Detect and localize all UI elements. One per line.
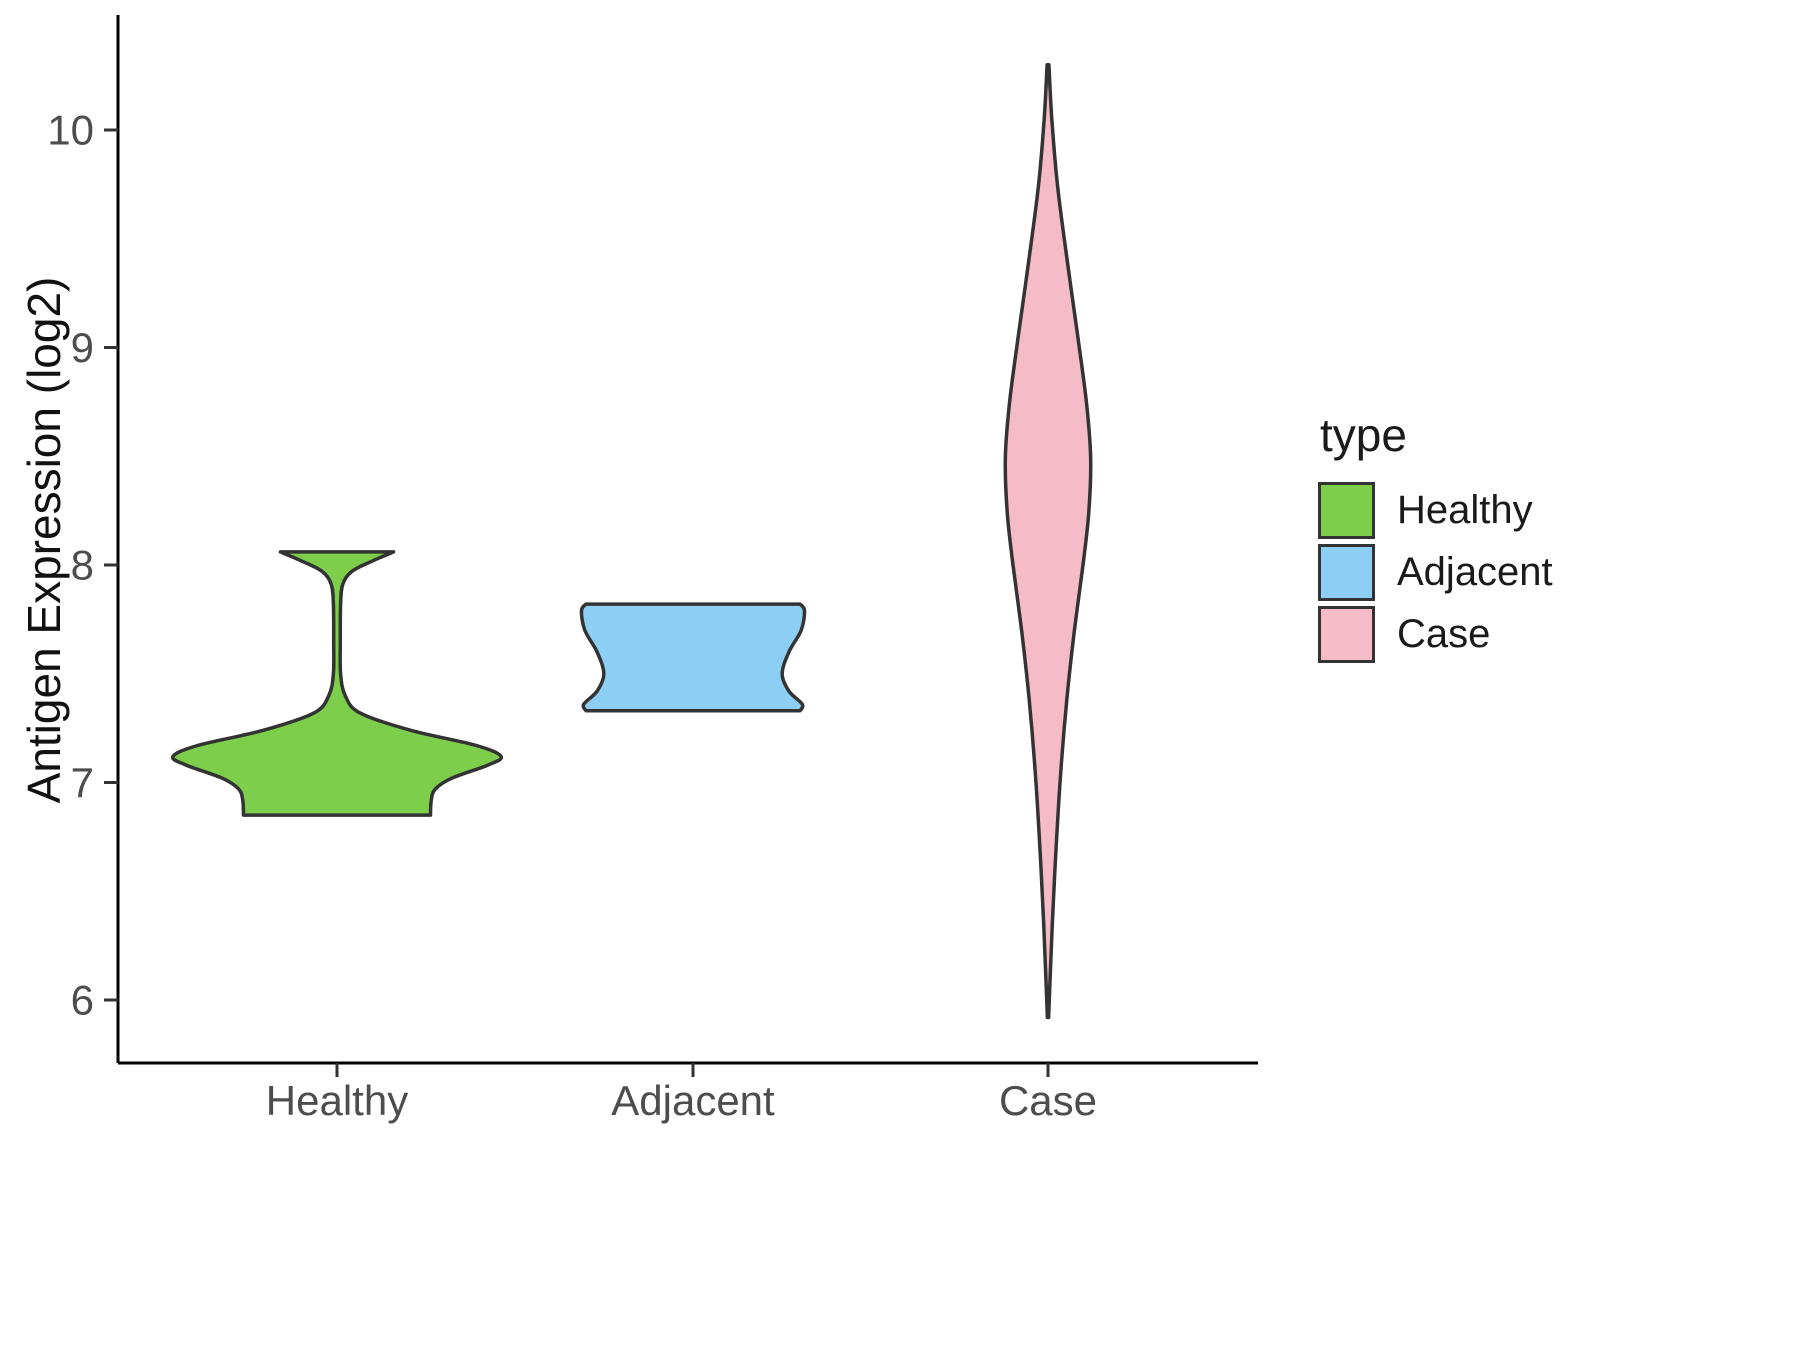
violin-healthy — [170, 550, 504, 817]
legend-label-adjacent: Adjacent — [1397, 550, 1553, 594]
y-tick-label: 8 — [71, 542, 94, 589]
x-tick-label-case: Case — [999, 1077, 1097, 1124]
y-tick-label: 7 — [71, 759, 94, 806]
y-tick-label: 6 — [71, 977, 94, 1024]
violin-case — [1003, 62, 1093, 1020]
legend-swatch-adjacent — [1318, 544, 1375, 601]
legend-entry-adjacent: Adjacent — [1318, 544, 1553, 601]
legend-entry-case: Case — [1318, 606, 1553, 663]
legend-title: type — [1320, 409, 1407, 461]
legend: type Healthy Adjacent Case — [1318, 408, 1553, 668]
violin-adjacent — [579, 602, 807, 713]
legend-swatch-healthy — [1318, 482, 1375, 539]
y-axis-title: Antigen Expression (log2) — [18, 276, 70, 804]
legend-label-case: Case — [1397, 612, 1491, 656]
y-tick-label: 9 — [71, 324, 94, 371]
y-tick-label: 10 — [47, 107, 94, 154]
x-tick-label-adjacent: Adjacent — [611, 1077, 775, 1124]
legend-swatch-case — [1318, 606, 1375, 663]
legend-label-healthy: Healthy — [1397, 488, 1533, 532]
legend-entry-healthy: Healthy — [1318, 482, 1553, 539]
x-tick-label-healthy: Healthy — [266, 1077, 408, 1124]
